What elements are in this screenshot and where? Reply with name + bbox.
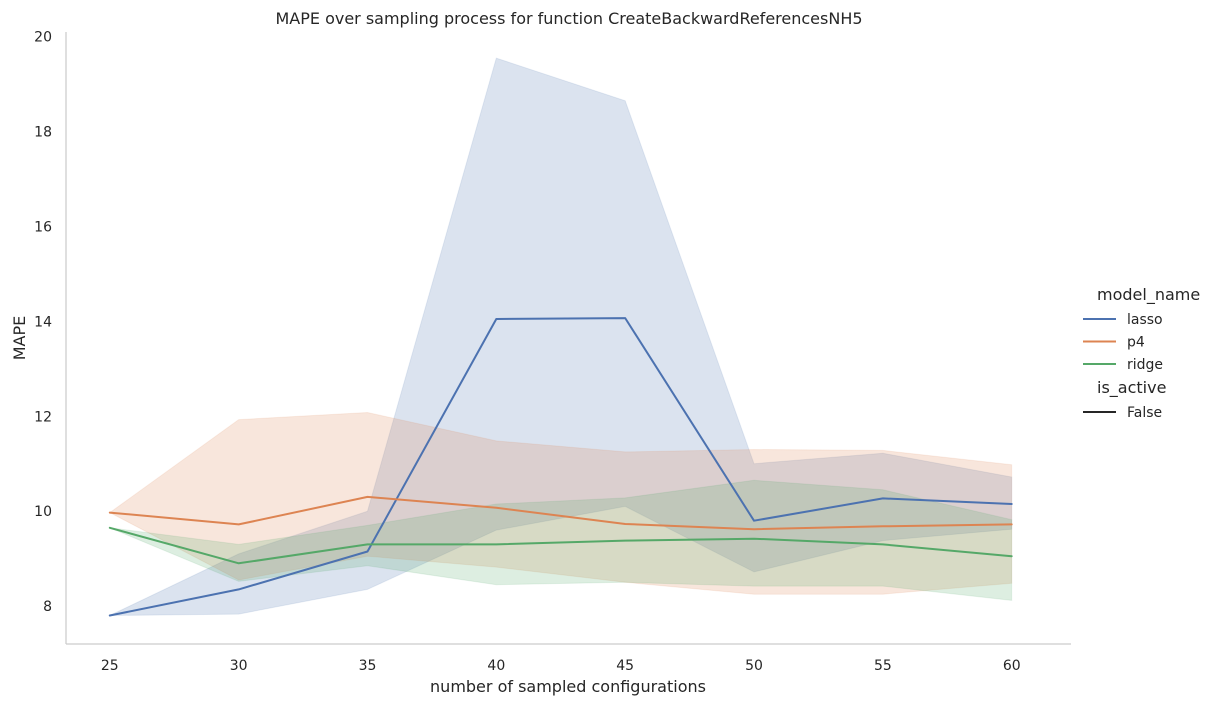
confidence-bands	[108, 57, 1013, 616]
x-tick-label: 60	[1003, 658, 1021, 674]
lasso-series-line	[108, 317, 1013, 617]
p4-series-line	[108, 495, 1013, 531]
legend-lasso-label: lasso	[1127, 312, 1163, 328]
legend-style-title: is_active	[1097, 378, 1166, 398]
legend-style-label: False	[1127, 405, 1162, 421]
legend-hue-title: model_name	[1097, 285, 1200, 305]
legend-ridge-label: ridge	[1127, 357, 1163, 373]
ridge-confidence-band	[109, 479, 1013, 601]
ridge-series-line	[108, 526, 1013, 565]
y-tick-label: 12	[34, 409, 52, 425]
y-tick-labels: 8 10 12 14 16 18 20	[34, 30, 52, 615]
y-axis-title: MAPE	[10, 316, 29, 361]
series-lines	[108, 317, 1013, 617]
x-tick-label: 30	[230, 658, 248, 674]
y-tick-label: 8	[43, 599, 52, 615]
y-tick-label: 14	[34, 314, 52, 330]
x-axis-title: number of sampled configurations	[430, 677, 706, 696]
x-tick-label: 55	[874, 658, 892, 674]
x-tick-label: 35	[359, 658, 377, 674]
x-tick-label: 40	[487, 658, 505, 674]
chart-title: MAPE over sampling process for function …	[275, 9, 862, 28]
y-tick-label: 10	[34, 504, 52, 520]
y-tick-label: 18	[34, 125, 52, 141]
x-tick-label: 25	[101, 658, 119, 674]
legend-p4-label: p4	[1127, 335, 1145, 351]
y-tick-label: 20	[34, 30, 52, 46]
y-tick-label: 16	[34, 220, 52, 236]
x-tick-label: 45	[616, 658, 634, 674]
x-tick-labels: 25 30 35 40 45 50 55 60	[101, 658, 1021, 674]
x-tick-label: 50	[745, 658, 763, 674]
legend: model_name lasso p4 ridge is_active False	[1083, 285, 1200, 421]
